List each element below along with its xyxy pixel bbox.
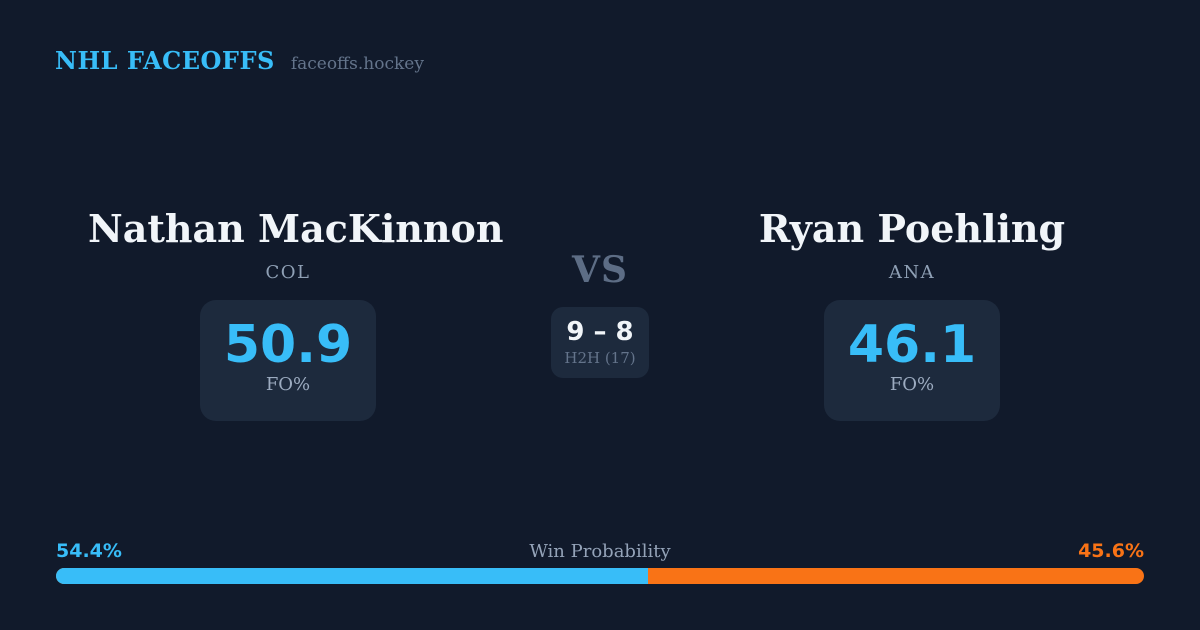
vs-label: VS <box>572 249 628 291</box>
player-left-stat-label: FO% <box>265 374 311 395</box>
site-url: faceoffs.hockey <box>290 54 424 74</box>
player-left-team: COL <box>265 262 311 283</box>
win-prob-bar <box>56 568 1144 584</box>
vs-column: VS 9 – 8 H2H (17) <box>500 249 700 378</box>
win-prob-right-pct: 45.6% <box>1078 540 1144 562</box>
h2h-label: H2H (17) <box>564 349 636 367</box>
h2h-score: 9 – 8 <box>566 317 634 347</box>
player-left-name: Nathan MacKinnon <box>88 206 504 251</box>
player-right-name: Ryan Poehling <box>758 206 1066 251</box>
win-prob-left-fill <box>56 568 648 584</box>
win-prob-left-pct: 54.4% <box>56 540 122 562</box>
brand-title: NHL FACEOFFS <box>55 46 275 75</box>
player-right-team: ANA <box>888 262 936 283</box>
player-right-column: Ryan Poehling ANA 46.1 FO% <box>712 205 1112 421</box>
header: NHL FACEOFFS faceoffs.hockey <box>55 46 424 75</box>
player-left-column: Nathan MacKinnon COL 50.9 FO% <box>88 205 504 421</box>
player-right-stat-label: FO% <box>889 374 935 395</box>
player-right-fo-pct: 46.1 <box>847 315 977 375</box>
player-left-stat-card: 50.9 FO% <box>200 300 376 421</box>
player-right-stat-card: 46.1 FO% <box>824 300 1000 421</box>
win-prob-title: Win Probability <box>529 541 671 562</box>
player-left-fo-pct: 50.9 <box>223 315 353 375</box>
h2h-card: 9 – 8 H2H (17) <box>551 307 649 378</box>
